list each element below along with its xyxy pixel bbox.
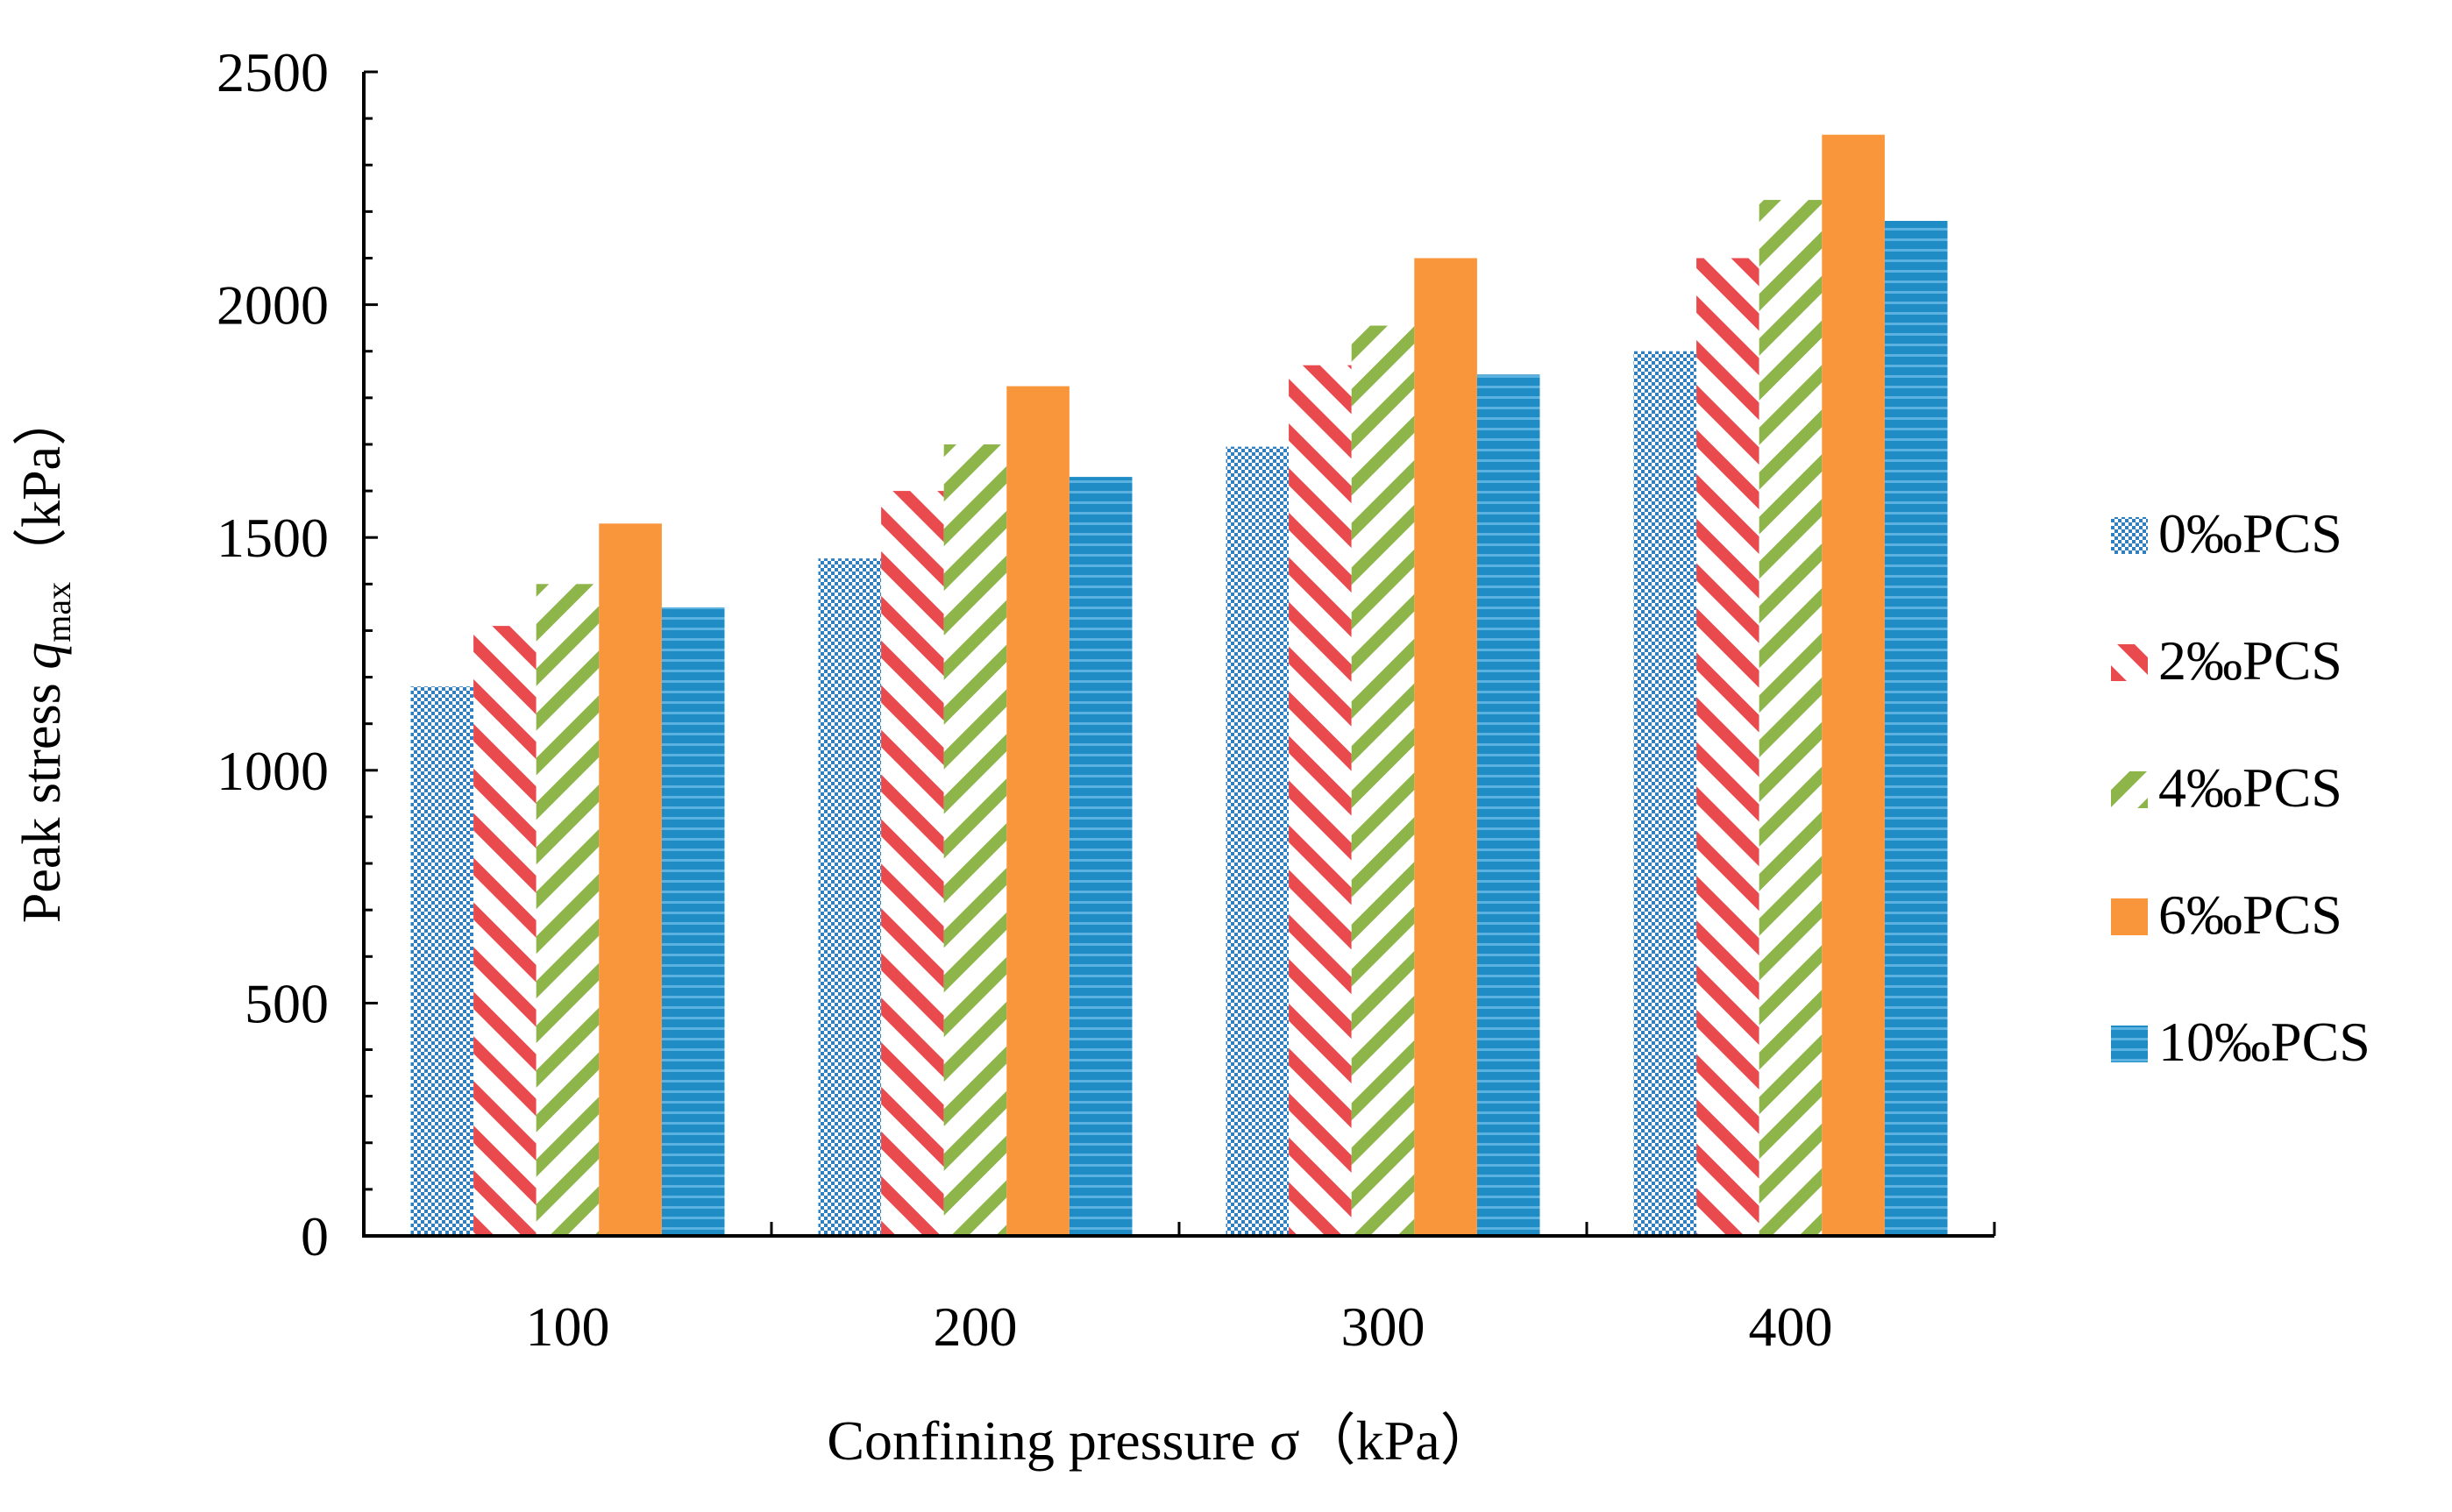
legend-swatch xyxy=(2111,644,2148,681)
bar-4‰PCS-400 xyxy=(1759,200,1823,1237)
bar-2‰PCS-100 xyxy=(473,626,537,1236)
bar-6‰PCS-400 xyxy=(1822,134,1885,1237)
bar-0‰PCS-200 xyxy=(818,558,882,1236)
bar-4‰PCS-100 xyxy=(536,584,600,1236)
legend-swatch xyxy=(2111,771,2148,808)
bar-0‰PCS-100 xyxy=(410,686,474,1236)
x-tick-label: 200 xyxy=(934,1295,1018,1358)
bar-6‰PCS-300 xyxy=(1414,258,1477,1236)
y-axis-label-symbol: q xyxy=(12,642,72,670)
y-tick-label: 0 xyxy=(301,1205,329,1267)
bar-2‰PCS-200 xyxy=(881,491,944,1236)
bar-6‰PCS-100 xyxy=(599,523,662,1236)
bar-0‰PCS-300 xyxy=(1226,446,1290,1237)
x-tick-label: 300 xyxy=(1341,1295,1425,1358)
x-axis-label: Confining pressure σ（kPa） xyxy=(827,1409,1496,1472)
legend: 0‰PCS 2‰PCS 4‰PCS 6‰PCS 10‰PCS xyxy=(2111,502,2370,1073)
legend-label: 0‰PCS xyxy=(2158,502,2342,564)
legend-item-2‰PCS: 2‰PCS xyxy=(2111,629,2342,692)
legend-item-0‰PCS: 0‰PCS xyxy=(2111,502,2342,564)
bar-2‰PCS-300 xyxy=(1289,365,1352,1236)
bar-2‰PCS-400 xyxy=(1696,258,1759,1236)
y-tick-label: 2000 xyxy=(217,274,329,337)
y-tick-label: 2500 xyxy=(217,41,329,103)
bars-layer xyxy=(410,134,1948,1237)
legend-item-10‰PCS: 10‰PCS xyxy=(2111,1011,2370,1073)
legend-label: 4‰PCS xyxy=(2158,756,2342,819)
legend-item-6‰PCS: 6‰PCS xyxy=(2111,884,2342,946)
bar-6‰PCS-200 xyxy=(1006,386,1070,1237)
x-tick-label: 400 xyxy=(1749,1295,1833,1358)
tick-labels-layer: 0 500 1000 1500 2000 2500 100 200 300 400 xyxy=(217,41,1833,1358)
y-axis-label: Peak stress qmax（kPa） xyxy=(12,392,78,923)
y-axis-label-subscript: max xyxy=(39,582,78,642)
bar-10‰PCS-100 xyxy=(661,607,725,1236)
legend-item-4‰PCS: 4‰PCS xyxy=(2111,756,2342,819)
legend-label: 2‰PCS xyxy=(2158,629,2342,692)
bar-10‰PCS-400 xyxy=(1884,221,1948,1236)
y-axis-label-unit: （kPa） xyxy=(12,392,72,582)
legend-label: 6‰PCS xyxy=(2158,884,2342,946)
y-tick-label: 1000 xyxy=(217,740,329,802)
legend-label: 10‰PCS xyxy=(2158,1011,2370,1073)
axes-layer xyxy=(362,70,1996,1238)
bar-4‰PCS-300 xyxy=(1351,325,1415,1236)
legend-swatch xyxy=(2111,1026,2148,1062)
y-tick-label: 500 xyxy=(245,972,329,1034)
x-tick-label: 100 xyxy=(526,1295,610,1358)
y-axis-label-prefix: Peak stress xyxy=(12,670,72,923)
bar-10‰PCS-200 xyxy=(1069,477,1133,1236)
bar-0‰PCS-400 xyxy=(1633,351,1697,1236)
bar-10‰PCS-300 xyxy=(1476,374,1540,1236)
bar-4‰PCS-200 xyxy=(943,444,1007,1236)
legend-swatch xyxy=(2111,517,2148,554)
y-tick-label: 1500 xyxy=(217,507,329,569)
legend-swatch xyxy=(2111,898,2148,935)
